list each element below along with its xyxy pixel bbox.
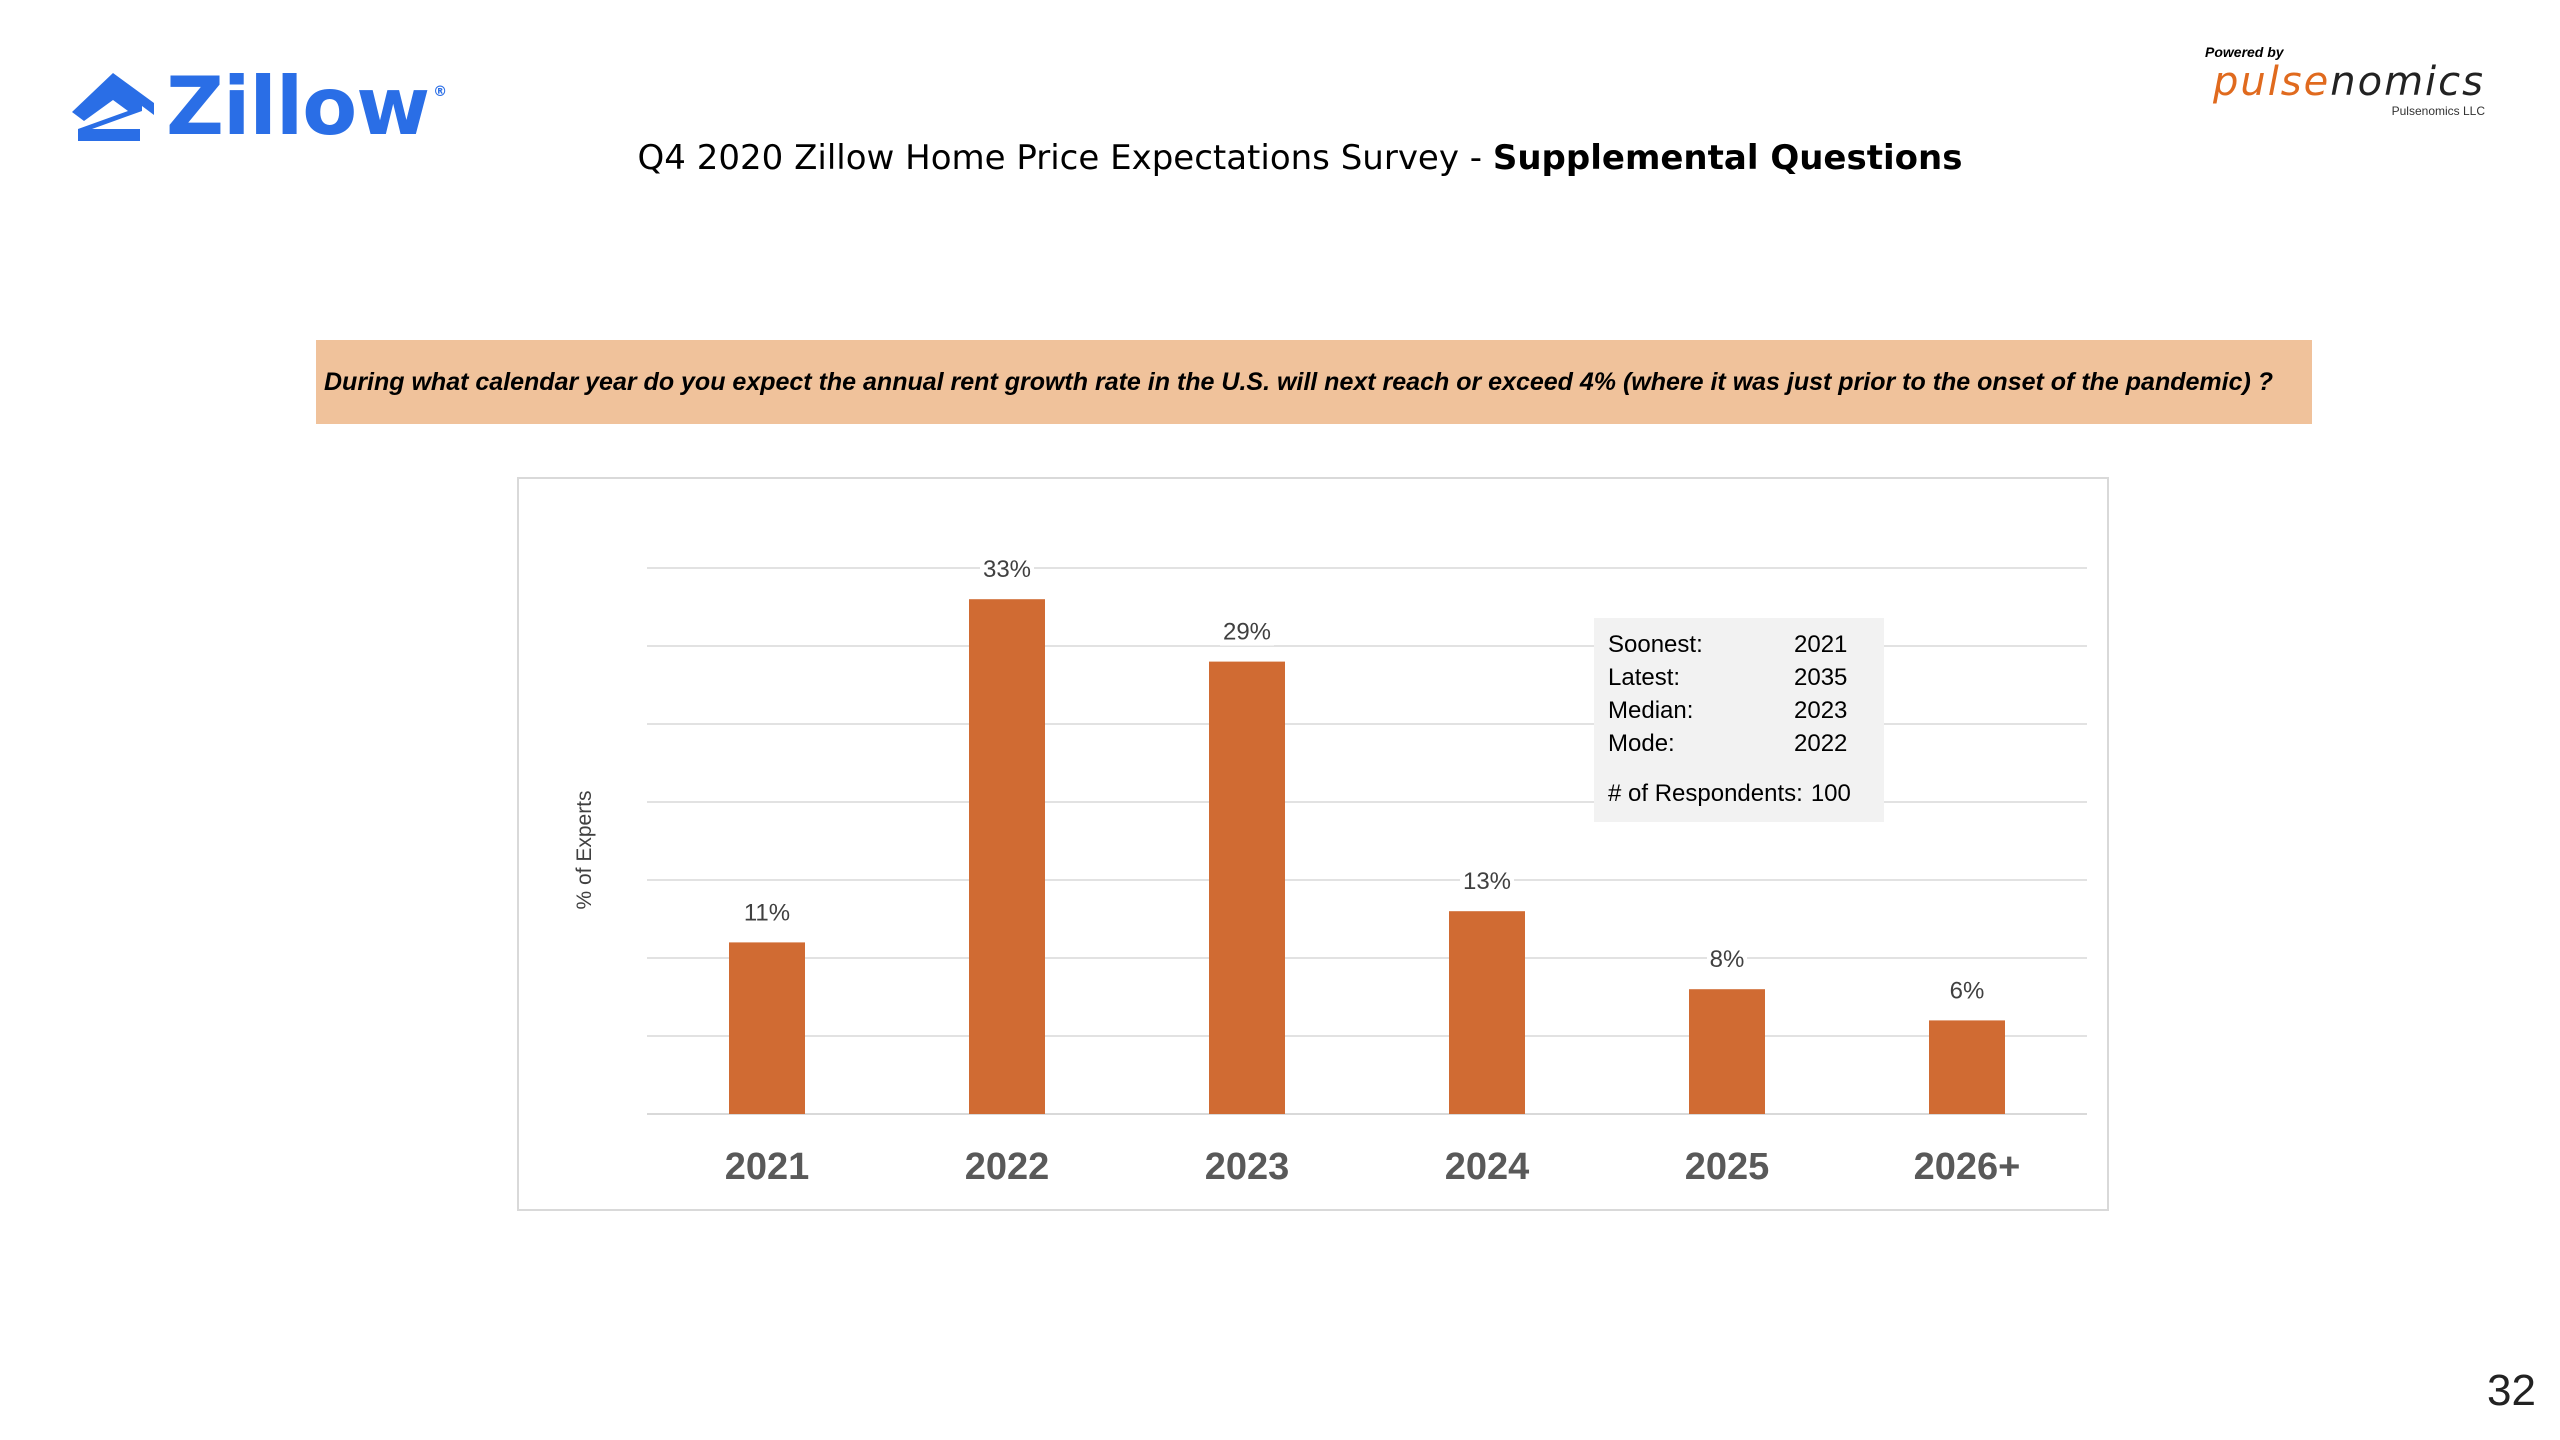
data-label-2025: 8% [1710, 946, 1745, 973]
zillow-house-icon [72, 73, 154, 141]
stats-label: Mode: [1608, 729, 1675, 757]
x-tick-label-2021: 2021 [725, 1146, 810, 1188]
data-label-bg [1947, 974, 1987, 1005]
stats-rows: Soonest: 2021 Latest: 2035 Median: 2023 Mode: 2… [1608, 628, 1870, 760]
stats-row: Soonest: 2021 [1608, 628, 1870, 661]
stats-row: Mode: 2022 [1608, 727, 1870, 760]
stats-value: 2035 [1794, 663, 1848, 691]
data-label-bg [1220, 615, 1274, 646]
page-title: Q4 2020 Zillow Home Price Expectations S… [0, 138, 2560, 178]
chart-frame: 11% 2021 33% 2022 29% 2023 13% 2024 8% 2025 6% 2026… [517, 477, 2109, 1211]
x-tick-label-2024: 2024 [1445, 1146, 1530, 1188]
pulsenomics-wordmark-text: pulsenomics [2213, 59, 2485, 105]
data-label-2026+: 6% [1950, 977, 1985, 1004]
stats-value: 2023 [1794, 696, 1848, 724]
x-tick-label-2026+: 2026+ [1914, 1146, 2021, 1188]
stats-label: Soonest: [1608, 630, 1703, 658]
bar-2025 [1689, 989, 1765, 1114]
zillow-wordmark: Zillow [166, 60, 430, 153]
pulsenomics-wordmark-nomics: nomics [2330, 59, 2485, 105]
respondents-value: 100 [1810, 780, 1851, 807]
data-label-2024: 13% [1463, 868, 1511, 895]
stats-row: Latest: 2035 [1608, 661, 1870, 694]
data-label-bg [1460, 865, 1514, 896]
data-label-2023: 29% [1223, 619, 1271, 646]
bar-chart: 11% 2021 33% 2022 29% 2023 13% 2024 8% 2025 6% 2026… [647, 553, 2087, 1188]
data-label-2022: 33% [983, 556, 1031, 583]
y-axis-label-text: % of Experts [573, 790, 596, 910]
pulsenomics-llc-label: Pulsenomics LLC [2391, 104, 2485, 118]
stats-box: Soonest: 2021 Latest: 2035 Median: 2023 Mode: 2… [1594, 618, 1884, 822]
data-label-bg [1707, 943, 1747, 974]
page-number: 32 [2487, 1366, 2536, 1415]
data-label-bg [980, 553, 1034, 584]
respondents-label: # of Respondents: [1608, 780, 1803, 807]
bar-2024 [1449, 911, 1525, 1114]
powered-by-label: Powered by [2205, 44, 2284, 60]
bar-2023 [1209, 661, 1285, 1114]
bar-2021 [729, 942, 805, 1114]
x-tick-label-2025: 2025 [1685, 1146, 1770, 1188]
x-tick-label-2022: 2022 [965, 1146, 1050, 1188]
pulsenomics-wordmark-pulse: pulse [2212, 59, 2331, 105]
pulsenomics-logo: Powered by pulsenomics Pulsenomics LLC [2185, 44, 2485, 118]
stats-value: 2021 [1794, 630, 1848, 658]
pulsenomics-wordmark: pulsenomics [2185, 62, 2485, 102]
registered-mark: ® [433, 84, 448, 100]
stats-label: Latest: [1608, 663, 1681, 691]
zillow-logo: Zillow ® [70, 62, 447, 152]
stats-value: 2022 [1794, 729, 1848, 757]
survey-question: During what calendar year do you expect … [316, 340, 2312, 424]
data-label-2021: 11% [744, 899, 790, 926]
page-title-regular: Q4 2020 Zillow Home Price Expectations S… [637, 138, 1493, 178]
stats-row: Median: 2023 [1608, 694, 1870, 727]
x-tick-label-2023: 2023 [1205, 1146, 1290, 1188]
page-title-bold: Supplemental Questions [1492, 138, 1963, 178]
respondents-row: # of Respondents: 100 [1608, 780, 1870, 808]
bar-2022 [969, 599, 1045, 1114]
data-label-bg [740, 896, 794, 927]
stats-label: Median: [1608, 696, 1694, 724]
bar-2026+ [1929, 1020, 2005, 1114]
